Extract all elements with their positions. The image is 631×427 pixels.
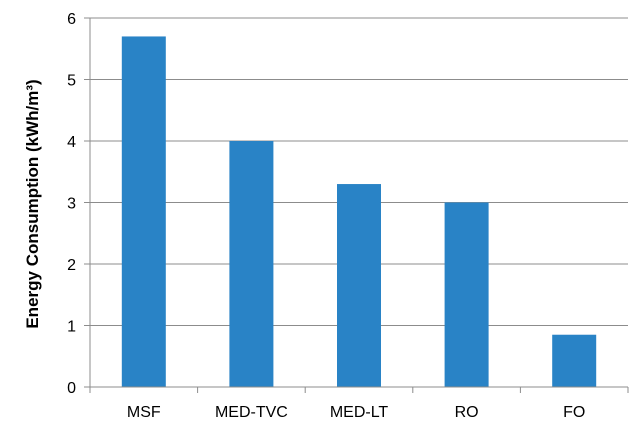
y-tick-label: 6	[67, 11, 76, 28]
x-tick-label: MSF	[127, 404, 161, 421]
x-tick-label: FO	[563, 404, 585, 421]
bar-med-tvc	[229, 141, 274, 387]
y-axis-title: Energy Consumption (kWh/m³)	[23, 79, 42, 328]
y-tick-label: 4	[67, 134, 76, 151]
y-tick-label: 3	[67, 196, 76, 213]
bar-ro	[444, 202, 489, 387]
x-tick-label: MED-TVC	[215, 404, 288, 421]
bars	[121, 36, 597, 387]
axes	[84, 17, 629, 393]
y-tick-label: 1	[67, 319, 76, 336]
bar-fo	[552, 334, 597, 387]
y-tick-labels: 0 1 2 3 4 5 6	[67, 11, 76, 397]
y-tick-label: 5	[67, 73, 76, 90]
bar-med-lt	[337, 184, 381, 387]
y-tick-label: 0	[67, 380, 76, 397]
x-tick-labels: MSF MED-TVC MED-LT RO FO	[127, 404, 585, 421]
bar-msf	[121, 36, 166, 387]
x-tick-label: MED-LT	[330, 404, 389, 421]
x-tick-label: RO	[455, 404, 479, 421]
y-tick-label: 2	[67, 257, 76, 274]
